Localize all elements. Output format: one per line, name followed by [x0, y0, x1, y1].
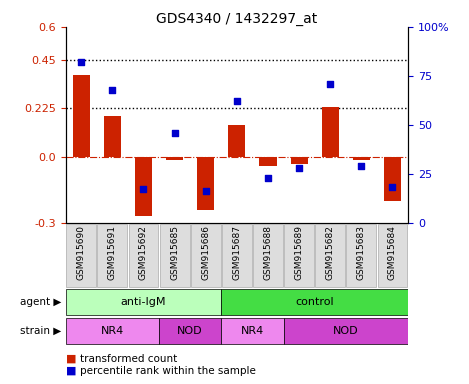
- Point: [295, 165, 303, 171]
- Bar: [384, 157, 401, 201]
- Bar: [290, 157, 308, 164]
- Bar: [135, 157, 152, 216]
- Text: NOD: NOD: [177, 326, 203, 336]
- Bar: [284, 224, 314, 287]
- Point: [357, 163, 365, 169]
- Text: transformed count: transformed count: [80, 354, 177, 364]
- Bar: [228, 125, 245, 157]
- Point: [264, 175, 272, 181]
- Bar: [353, 157, 370, 160]
- Point: [233, 98, 241, 104]
- Text: ■: ■: [66, 354, 76, 364]
- Bar: [104, 116, 121, 157]
- Bar: [378, 224, 408, 287]
- Text: GSM915692: GSM915692: [139, 225, 148, 280]
- Point: [109, 86, 116, 93]
- Bar: [284, 318, 408, 344]
- Text: strain ▶: strain ▶: [20, 326, 61, 336]
- Bar: [347, 224, 376, 287]
- Text: GSM915684: GSM915684: [388, 225, 397, 280]
- Bar: [191, 224, 220, 287]
- Text: NR4: NR4: [241, 326, 264, 336]
- Text: GSM915688: GSM915688: [264, 225, 272, 280]
- Text: GSM915685: GSM915685: [170, 225, 179, 280]
- Text: GSM915687: GSM915687: [232, 225, 242, 280]
- Text: anti-IgM: anti-IgM: [121, 297, 166, 308]
- Bar: [98, 224, 127, 287]
- Bar: [159, 318, 221, 344]
- Text: GSM915682: GSM915682: [325, 225, 335, 280]
- Bar: [73, 75, 90, 157]
- Text: NR4: NR4: [101, 326, 124, 336]
- Bar: [66, 290, 221, 315]
- Text: agent ▶: agent ▶: [20, 297, 61, 308]
- Bar: [129, 224, 159, 287]
- Bar: [221, 290, 408, 315]
- Text: percentile rank within the sample: percentile rank within the sample: [80, 366, 256, 376]
- Point: [202, 188, 210, 194]
- Point: [389, 184, 396, 190]
- Title: GDS4340 / 1432297_at: GDS4340 / 1432297_at: [156, 12, 318, 26]
- Bar: [222, 224, 252, 287]
- Text: GSM915689: GSM915689: [295, 225, 303, 280]
- Text: GSM915690: GSM915690: [77, 225, 86, 280]
- Text: control: control: [295, 297, 334, 308]
- Bar: [322, 108, 339, 157]
- Text: NOD: NOD: [333, 326, 359, 336]
- Point: [140, 186, 147, 192]
- Bar: [66, 318, 159, 344]
- Bar: [315, 224, 345, 287]
- Bar: [253, 224, 283, 287]
- Text: GSM915686: GSM915686: [201, 225, 210, 280]
- Point: [171, 129, 178, 136]
- Bar: [159, 224, 189, 287]
- Text: GSM915683: GSM915683: [357, 225, 366, 280]
- Text: GSM915691: GSM915691: [108, 225, 117, 280]
- Bar: [197, 157, 214, 210]
- Bar: [166, 157, 183, 160]
- Bar: [259, 157, 277, 166]
- Text: ■: ■: [66, 366, 76, 376]
- Bar: [66, 224, 96, 287]
- Point: [77, 59, 85, 65]
- Point: [326, 81, 334, 87]
- Bar: [221, 318, 284, 344]
